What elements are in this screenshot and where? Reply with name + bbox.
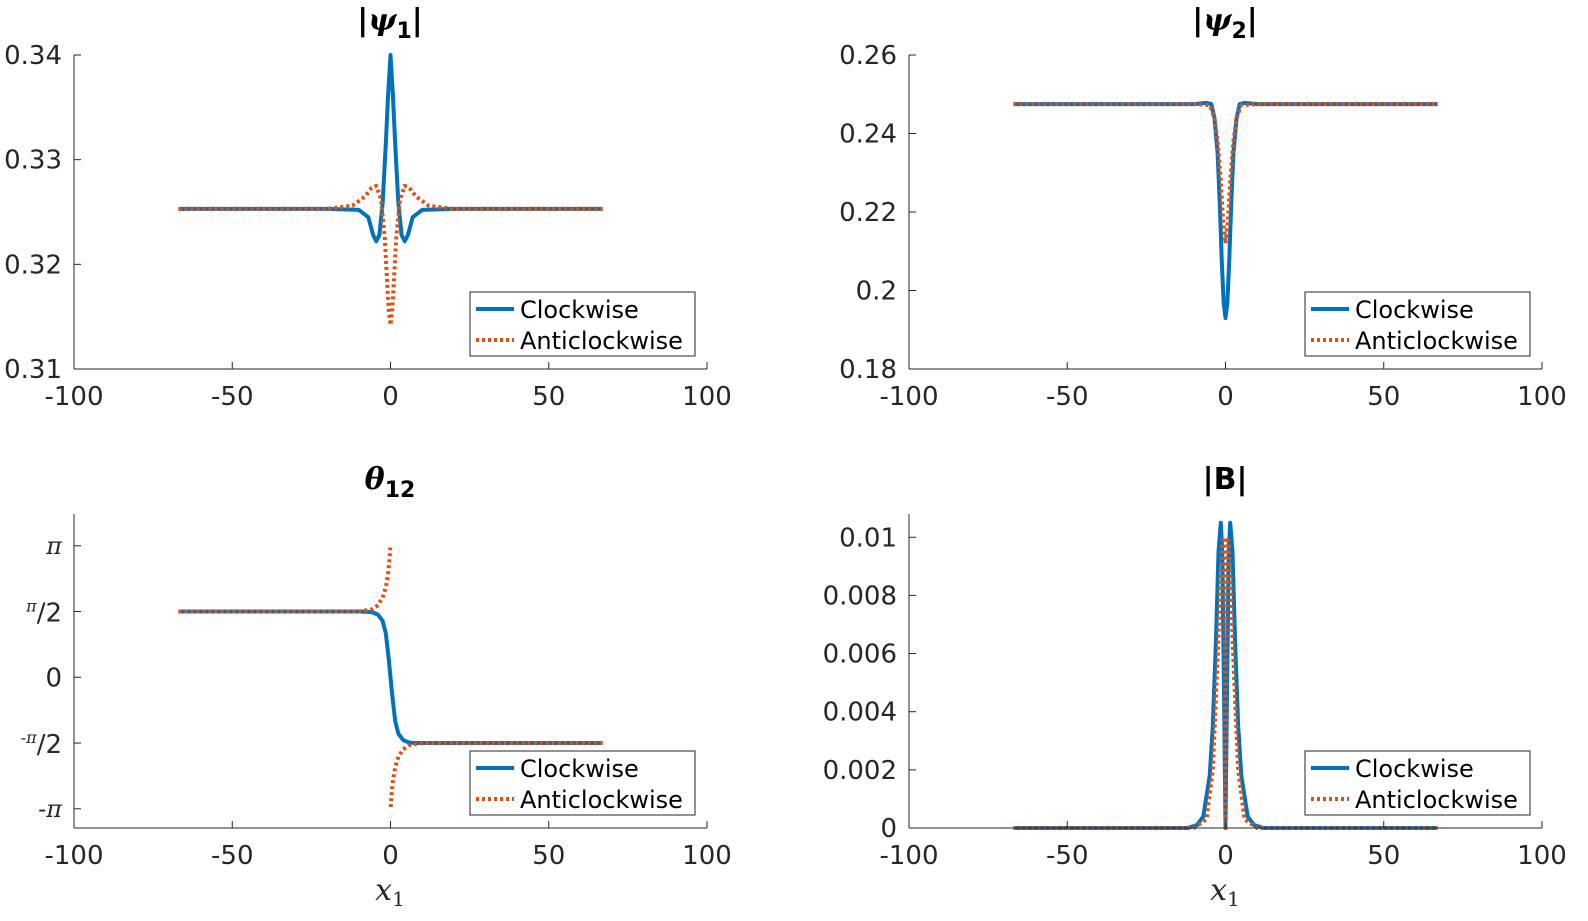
x-tick-label: 100: [682, 841, 732, 871]
x-tick-label: -50: [1046, 382, 1088, 412]
legend-label-anticlockwise: Anticlockwise: [520, 786, 683, 814]
legend: Clockwise Anticlockwise: [1304, 291, 1531, 357]
legend: Clockwise Anticlockwise: [469, 750, 696, 816]
chart-b-magnitude: -100 -50 0 50 100 0 0.002 0.004 0.006 0.008 0.01 |…: [823, 462, 1567, 911]
chart-theta12: -100 -50 0 50 100 -π -π/2 0 π/2 π θ12 x1 Clockwis…: [21, 462, 732, 911]
x-axis-label: x1: [375, 873, 405, 911]
series-line-anticlockwise: [178, 183, 603, 327]
x-tick-label: 0: [382, 382, 399, 412]
x-tick-label: 100: [1517, 382, 1567, 412]
y-tick-label: 0.006: [823, 640, 897, 670]
x-tick-label: 50: [1367, 841, 1400, 871]
x-tick-label: -100: [44, 382, 103, 412]
legend-label-clockwise: Clockwise: [520, 755, 639, 783]
y-tick-label: 0.22: [839, 198, 897, 228]
y-tick-label: 0.34: [4, 41, 62, 71]
y-tick-label: -π: [38, 795, 63, 823]
y-tick-label: 0.01: [839, 523, 897, 553]
y-tick-label: 0.31: [4, 355, 62, 385]
legend: Clockwise Anticlockwise: [1304, 750, 1531, 816]
legend-box: [469, 750, 696, 816]
x-tick-label: -100: [44, 841, 103, 871]
y-tick-label: 0.002: [823, 756, 897, 786]
legend-label-anticlockwise: Anticlockwise: [1355, 786, 1518, 814]
x-tick-label: -50: [1046, 841, 1088, 871]
x-tick-label: 0: [1217, 382, 1234, 412]
x-tick-label: 0: [382, 841, 399, 871]
x-tick-label: -50: [211, 841, 253, 871]
legend-label-anticlockwise: Anticlockwise: [520, 327, 683, 355]
chart-title: |B|: [1203, 462, 1248, 497]
x-tick-label: -50: [211, 382, 253, 412]
legend-label-clockwise: Clockwise: [1355, 755, 1474, 783]
y-tick-label: 0.26: [839, 41, 897, 71]
y-tick-label: 0.18: [839, 355, 897, 385]
legend-label-anticlockwise: Anticlockwise: [1355, 327, 1518, 355]
chart-title: θ12: [365, 462, 416, 503]
series-line-clockwise: [178, 609, 603, 745]
x-tick-label: 0: [1217, 841, 1234, 871]
y-tick-label: π/2: [25, 597, 62, 629]
chart-psi1: -100 -50 0 50 100 0.31 0.32 0.33 0.34 |ψ1| Clock…: [4, 3, 732, 412]
y-tick-label: 0.2: [856, 277, 897, 307]
chart-psi2: -100 -50 0 50 100 0.18 0.2 0.22 0.24 0.26 |ψ2| Cl…: [839, 3, 1567, 412]
chart-title: |ψ1|: [357, 3, 423, 44]
legend-label-clockwise: Clockwise: [1355, 296, 1474, 324]
x-tick-label: -100: [879, 841, 938, 871]
legend: Clockwise Anticlockwise: [469, 291, 696, 357]
legend-box: [1304, 750, 1531, 816]
x-tick-label: 50: [532, 841, 565, 871]
x-tick-label: 50: [532, 382, 565, 412]
x-axis-label: x1: [1210, 873, 1240, 911]
series-line-anticlockwise: [1013, 102, 1438, 246]
series-line-clockwise: [178, 53, 603, 244]
chart-title: |ψ2|: [1192, 3, 1258, 44]
legend-box: [1304, 291, 1531, 357]
legend-box: [469, 291, 696, 357]
y-tick-label: 0.32: [4, 250, 62, 280]
y-tick-label: 0.008: [823, 581, 897, 611]
y-tick-label: 0.33: [4, 146, 62, 176]
x-tick-label: -100: [879, 382, 938, 412]
y-tick-label: π: [45, 532, 63, 560]
y-tick-label: 0.24: [839, 120, 897, 150]
y-tick-label: -π/2: [21, 728, 62, 760]
x-tick-label: 100: [1517, 841, 1567, 871]
y-tick-label: 0: [45, 663, 62, 693]
x-tick-label: 50: [1367, 382, 1400, 412]
y-tick-label: 0.004: [823, 698, 897, 728]
x-tick-label: 100: [682, 382, 732, 412]
y-tick-label: 0: [880, 814, 897, 844]
legend-label-clockwise: Clockwise: [520, 296, 639, 324]
